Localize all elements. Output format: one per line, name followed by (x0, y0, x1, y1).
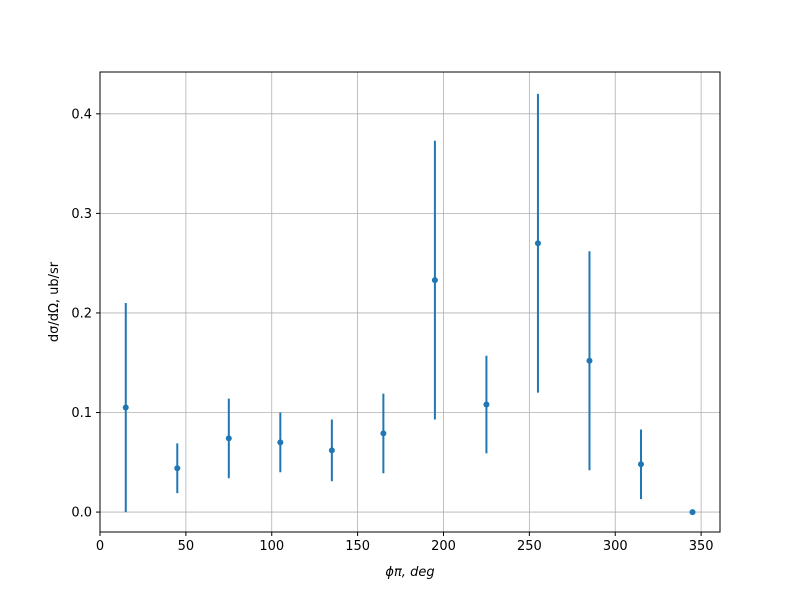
data-point (277, 439, 284, 446)
data-point (534, 240, 541, 247)
x-tick-label: 0 (96, 539, 104, 554)
y-tick-label: 0.3 (71, 207, 92, 222)
data-point (328, 447, 335, 454)
x-tick-label: 50 (178, 539, 195, 554)
x-tick-label: 300 (603, 539, 628, 554)
data-point (225, 435, 232, 442)
x-tick-label: 350 (689, 539, 714, 554)
x-axis-label: ϕπ, deg (385, 565, 434, 580)
data-point (431, 277, 438, 284)
data-point (689, 509, 696, 516)
data-point (586, 357, 593, 364)
data-point (483, 401, 490, 408)
plot-frame (99, 71, 721, 533)
y-tick-label: 0.4 (71, 107, 92, 122)
y-axis-label: dσ/dΩ, ub/sr (47, 261, 62, 342)
x-tick-label: 250 (517, 539, 542, 554)
x-tick-label: 100 (259, 539, 284, 554)
y-tick-label: 0.0 (71, 506, 92, 521)
data-point (380, 430, 387, 437)
x-tick-label: 200 (431, 539, 456, 554)
data-point (174, 465, 181, 472)
y-tick-label: 0.2 (71, 306, 92, 321)
data-point (637, 461, 644, 468)
data-point (122, 404, 129, 411)
x-tick-label: 150 (345, 539, 370, 554)
y-tick-label: 0.1 (71, 406, 92, 421)
